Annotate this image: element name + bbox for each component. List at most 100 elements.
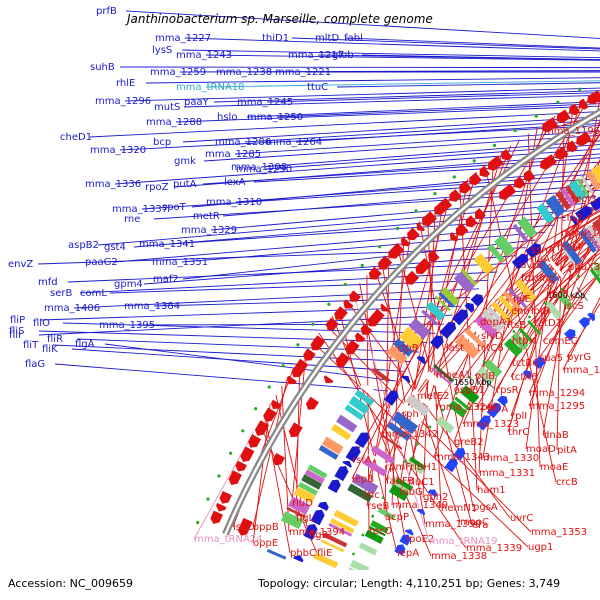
forward-gene-label: lysS xyxy=(152,45,172,56)
reverse-gene-label: moaE xyxy=(540,462,568,473)
gene-arrow xyxy=(428,250,440,262)
forward-gene-label: mma_1395 xyxy=(99,320,155,331)
reverse-gene-label: cfa2 xyxy=(561,213,583,224)
feature-block xyxy=(344,404,365,421)
gc-dot xyxy=(206,497,210,501)
feature-block xyxy=(333,509,359,527)
gene-arrow xyxy=(401,375,411,384)
gc-dot xyxy=(217,474,221,478)
feature-block xyxy=(286,506,306,519)
forward-connector xyxy=(119,125,600,151)
feature-block xyxy=(545,301,563,320)
reverse-gene-label: ung xyxy=(536,273,555,284)
feature-block xyxy=(510,332,529,351)
feature-block xyxy=(310,458,331,474)
feature-block xyxy=(476,366,496,385)
gene-arrow xyxy=(380,303,390,312)
forward-gene-arrows xyxy=(293,196,600,563)
gene-arrow xyxy=(542,117,559,133)
gene-arrow xyxy=(248,434,261,448)
reverse-gene-label: htpX xyxy=(512,336,536,347)
forward-gene-label: glob xyxy=(332,50,354,61)
forward-gene-label: paaY xyxy=(184,97,210,108)
gene-arrow xyxy=(587,90,600,105)
reverse-gene-label: rpsR xyxy=(496,385,519,396)
reverse-connector xyxy=(538,272,600,359)
reverse-gene-label: mma_1353 xyxy=(531,527,587,538)
kbp-tick-label: 1650 kbp xyxy=(454,378,492,387)
feature-block xyxy=(536,202,555,224)
forward-connector xyxy=(234,130,600,155)
feature-block xyxy=(580,175,594,194)
feature-block xyxy=(336,414,358,433)
reverse-gene-label: mma_1295 xyxy=(529,401,585,412)
gene-arrow xyxy=(407,227,420,241)
reverse-gene-arrows xyxy=(210,90,600,524)
forward-connector xyxy=(205,54,600,61)
backbone-ring-inner xyxy=(224,110,600,535)
forward-gene-label: mltD_fabl xyxy=(315,33,363,44)
forward-gene-label: fliS xyxy=(9,326,24,337)
reverse-connector xyxy=(506,239,600,326)
gene-arrow xyxy=(430,335,444,350)
reverse-gene-label: pyrG xyxy=(567,352,591,363)
feature-block xyxy=(431,367,452,385)
feature-block xyxy=(280,511,304,530)
gene-arrow xyxy=(367,308,385,327)
footer-background xyxy=(0,570,600,600)
reverse-gene-label: mma_1330 xyxy=(483,453,539,464)
forward-gene-label: rne xyxy=(124,214,140,225)
reverse-gene-label: pgsA xyxy=(473,502,498,513)
forward-gene-label: mfd xyxy=(38,277,58,288)
forward-connector xyxy=(37,247,526,265)
gene-arrow xyxy=(288,422,303,438)
forward-gene-label: putA xyxy=(173,179,197,190)
gc-dot xyxy=(327,302,331,306)
gene-arrow xyxy=(272,453,285,466)
reverse-connector xyxy=(528,244,600,394)
feature-block xyxy=(583,227,600,250)
forward-connector xyxy=(203,134,600,162)
forward-connector xyxy=(205,80,600,88)
forward-connector xyxy=(119,66,600,69)
gene-arrow xyxy=(384,390,399,406)
forward-gene-label: mutS xyxy=(154,102,180,113)
forward-connector xyxy=(141,178,600,210)
reverse-gene-label: iscS xyxy=(564,301,584,312)
gene-arrow xyxy=(465,215,478,228)
feature-block xyxy=(556,291,574,310)
forward-connector xyxy=(114,224,556,263)
feature-block xyxy=(425,301,446,321)
feature-block xyxy=(393,338,414,357)
gene-arrow xyxy=(416,356,426,365)
reverse-gene-label: mma_1294 xyxy=(529,388,585,399)
gc-dot xyxy=(482,360,486,364)
reverse-connector xyxy=(318,332,467,549)
reverse-gene-label: mma_1338 xyxy=(431,551,487,562)
forward-connector xyxy=(124,87,600,102)
reverse-gene-label: rpoE2 xyxy=(405,534,434,545)
gene-arrow xyxy=(453,448,466,461)
gc-dot xyxy=(556,100,560,104)
gene-arrow xyxy=(342,460,352,468)
forward-gene-label: mma_1329 xyxy=(181,225,237,236)
reverse-gene-label: ugp1 xyxy=(528,542,553,553)
feature-block xyxy=(304,469,325,484)
forward-connector xyxy=(145,77,600,84)
reverse-gene-label: mma_tRNA19 xyxy=(429,536,498,547)
reverse-gene-label: lepA xyxy=(397,548,419,559)
kbp-tick-label: 1600 kbp xyxy=(548,291,586,300)
gc-dot xyxy=(452,175,456,179)
reverse-connector xyxy=(380,259,426,525)
forward-gene-label: mma_1320 xyxy=(90,145,146,156)
gene-arrow xyxy=(345,339,360,355)
reverse-connector xyxy=(264,413,291,554)
gc-dot xyxy=(241,429,245,433)
reverse-gene-label: era xyxy=(472,520,488,531)
feature-block xyxy=(545,255,564,278)
forward-connector xyxy=(317,54,600,61)
gene-arrow xyxy=(525,243,542,259)
feature-block xyxy=(462,331,483,351)
gene-arrow xyxy=(286,375,297,385)
feature-block xyxy=(555,190,572,211)
